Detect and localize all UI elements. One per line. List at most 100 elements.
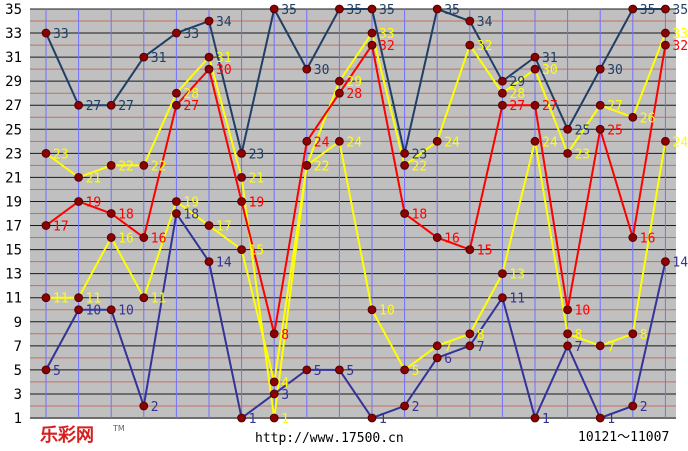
data-point-s2-13 bbox=[432, 136, 442, 146]
data-point-s1-6 bbox=[204, 16, 214, 26]
data-label-s1-8: 35 bbox=[281, 3, 297, 18]
data-label-s3-9: 24 bbox=[314, 135, 330, 150]
data-label-s4-15: 13 bbox=[509, 268, 525, 283]
data-point-s4-8 bbox=[269, 377, 279, 387]
data-point-s5-20 bbox=[661, 257, 670, 267]
data-point-s5-4 bbox=[139, 401, 149, 411]
data-point-s2-12 bbox=[400, 160, 410, 170]
data-label-s1-1: 33 bbox=[53, 27, 69, 42]
data-point-s3-14 bbox=[465, 245, 475, 254]
data-label-s4-3: 16 bbox=[118, 232, 134, 247]
data-label-s1-16: 31 bbox=[542, 51, 558, 66]
data-label-s5-5: 18 bbox=[183, 208, 199, 223]
series-points bbox=[41, 4, 670, 423]
data-point-s1-19 bbox=[628, 4, 638, 14]
data-point-s3-9 bbox=[302, 136, 312, 146]
data-label-s5-16: 1 bbox=[542, 412, 550, 427]
data-point-s1-7 bbox=[237, 148, 247, 158]
data-point-s3-12 bbox=[400, 209, 410, 218]
data-label-s5-17: 7 bbox=[575, 340, 583, 355]
data-label-s5-1: 5 bbox=[53, 364, 61, 379]
y-tick-label-29: 29 bbox=[5, 74, 22, 90]
y-tick-label-9: 9 bbox=[14, 315, 22, 331]
data-point-s1-2 bbox=[74, 100, 83, 110]
data-point-s1-16 bbox=[530, 52, 540, 62]
data-point-s4-1 bbox=[41, 293, 51, 303]
y-tick-label-27: 27 bbox=[5, 98, 22, 114]
data-point-s5-9 bbox=[302, 365, 312, 375]
data-point-s4-13 bbox=[432, 341, 442, 351]
data-point-s4-5 bbox=[171, 197, 181, 206]
data-label-s4-5: 19 bbox=[183, 195, 199, 210]
data-label-s1-3: 27 bbox=[118, 99, 134, 114]
data-label-s3-1: 17 bbox=[53, 220, 69, 235]
data-label-s2-2: 21 bbox=[86, 171, 102, 186]
data-label-s3-6: 30 bbox=[216, 63, 232, 78]
data-label-s3-19: 16 bbox=[640, 232, 656, 247]
data-label-s4-10: 24 bbox=[346, 135, 362, 150]
data-point-s5-14 bbox=[465, 341, 475, 351]
data-label-s3-13: 16 bbox=[444, 232, 460, 247]
data-label-s3-3: 18 bbox=[118, 208, 134, 223]
data-label-s1-13: 35 bbox=[444, 3, 460, 18]
data-label-s2-4: 22 bbox=[151, 159, 167, 174]
series-line-5 bbox=[45, 210, 667, 421]
data-point-s1-17 bbox=[563, 124, 572, 134]
data-label-s1-7: 23 bbox=[249, 147, 265, 162]
data-point-s1-15 bbox=[497, 76, 507, 86]
data-point-s2-10 bbox=[334, 76, 344, 86]
data-label-s3-5: 27 bbox=[183, 99, 199, 114]
data-point-s2-6 bbox=[204, 52, 214, 62]
data-label-s1-14: 34 bbox=[477, 15, 493, 30]
data-label-s3-20: 32 bbox=[672, 39, 688, 54]
data-point-s1-14 bbox=[465, 16, 475, 26]
y-tick-label-19: 19 bbox=[5, 194, 22, 210]
data-point-s4-18 bbox=[595, 341, 605, 351]
data-label-s2-12: 22 bbox=[412, 159, 428, 174]
data-label-s4-11: 10 bbox=[379, 304, 395, 319]
data-point-s3-1 bbox=[41, 221, 51, 230]
data-label-s4-1: 11 bbox=[53, 292, 69, 307]
series-line-4 bbox=[46, 139, 667, 383]
data-label-s3-8: 8 bbox=[281, 328, 289, 343]
data-label-s1-17: 25 bbox=[575, 123, 591, 138]
data-point-s1-8 bbox=[269, 4, 279, 14]
data-label-s3-14: 15 bbox=[477, 244, 493, 259]
data-label-s5-14: 7 bbox=[477, 340, 485, 355]
data-label-s1-12: 23 bbox=[412, 147, 428, 162]
data-point-s2-18 bbox=[595, 100, 605, 110]
data-point-s4-7 bbox=[237, 245, 247, 254]
data-label-s2-8: 1 bbox=[281, 412, 289, 427]
data-point-s3-10 bbox=[334, 88, 344, 98]
data-label-s1-15: 29 bbox=[509, 75, 525, 90]
data-label-s1-6: 34 bbox=[216, 15, 232, 30]
y-tick-label-33: 33 bbox=[5, 26, 22, 42]
data-point-s3-18 bbox=[595, 124, 605, 134]
data-label-s2-19: 26 bbox=[640, 111, 656, 126]
data-point-s5-6 bbox=[204, 257, 214, 267]
data-label-s1-20: 35 bbox=[672, 3, 688, 18]
data-point-s5-1 bbox=[41, 365, 51, 375]
data-point-s1-3 bbox=[106, 100, 116, 110]
data-label-s3-17: 10 bbox=[575, 304, 591, 319]
data-label-s4-8: 4 bbox=[281, 376, 289, 391]
data-point-s3-3 bbox=[106, 209, 116, 218]
data-point-s4-16 bbox=[530, 136, 540, 146]
data-point-s3-19 bbox=[628, 233, 638, 242]
data-label-s3-18: 25 bbox=[607, 123, 623, 138]
data-point-s5-18 bbox=[595, 413, 605, 423]
data-label-s3-2: 19 bbox=[86, 195, 102, 210]
data-label-s1-4: 31 bbox=[151, 51, 167, 66]
source-url: http://www.17500.cn bbox=[255, 431, 404, 446]
data-point-s2-14 bbox=[465, 40, 475, 50]
data-point-s4-20 bbox=[661, 136, 670, 146]
data-label-s5-6: 14 bbox=[216, 256, 232, 271]
data-label-s5-19: 2 bbox=[640, 400, 648, 415]
data-point-s4-2 bbox=[74, 293, 83, 303]
y-tick-label-3: 3 bbox=[14, 387, 22, 403]
data-point-s3-16 bbox=[530, 100, 540, 110]
y-tick-label-13: 13 bbox=[5, 267, 22, 283]
data-label-s4-12: 5 bbox=[412, 364, 420, 379]
data-point-s1-5 bbox=[171, 28, 181, 38]
horizontal-gridlines bbox=[30, 8, 676, 419]
